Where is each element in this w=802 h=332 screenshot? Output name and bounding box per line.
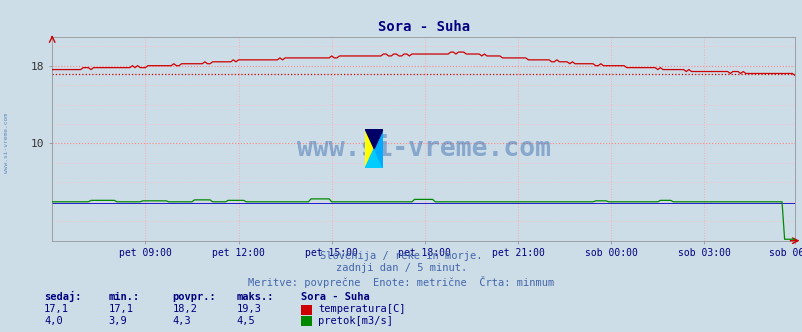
Text: 4,5: 4,5 bbox=[237, 316, 255, 326]
Text: 4,0: 4,0 bbox=[44, 316, 63, 326]
Text: maks.:: maks.: bbox=[237, 292, 274, 302]
Text: min.:: min.: bbox=[108, 292, 140, 302]
Text: sedaj:: sedaj: bbox=[44, 291, 82, 302]
Text: 18,2: 18,2 bbox=[172, 304, 197, 314]
Text: temperatura[C]: temperatura[C] bbox=[318, 304, 405, 314]
Polygon shape bbox=[365, 129, 374, 168]
Text: Sora - Suha: Sora - Suha bbox=[301, 292, 370, 302]
Text: 19,3: 19,3 bbox=[237, 304, 261, 314]
Text: Meritve: povprečne  Enote: metrične  Črta: minmum: Meritve: povprečne Enote: metrične Črta:… bbox=[248, 276, 554, 288]
Text: 3,9: 3,9 bbox=[108, 316, 127, 326]
Polygon shape bbox=[365, 129, 383, 148]
Text: zadnji dan / 5 minut.: zadnji dan / 5 minut. bbox=[335, 263, 467, 273]
Text: Slovenija / reke in morje.: Slovenija / reke in morje. bbox=[320, 251, 482, 261]
Text: povpr.:: povpr.: bbox=[172, 292, 216, 302]
Polygon shape bbox=[374, 129, 383, 168]
Text: www.si-vreme.com: www.si-vreme.com bbox=[296, 136, 550, 162]
Text: 17,1: 17,1 bbox=[108, 304, 133, 314]
Text: www.si-vreme.com: www.si-vreme.com bbox=[4, 113, 9, 173]
Text: 4,3: 4,3 bbox=[172, 316, 191, 326]
Polygon shape bbox=[365, 148, 383, 168]
Title: Sora - Suha: Sora - Suha bbox=[377, 20, 469, 34]
Text: pretok[m3/s]: pretok[m3/s] bbox=[318, 316, 392, 326]
Text: 17,1: 17,1 bbox=[44, 304, 69, 314]
